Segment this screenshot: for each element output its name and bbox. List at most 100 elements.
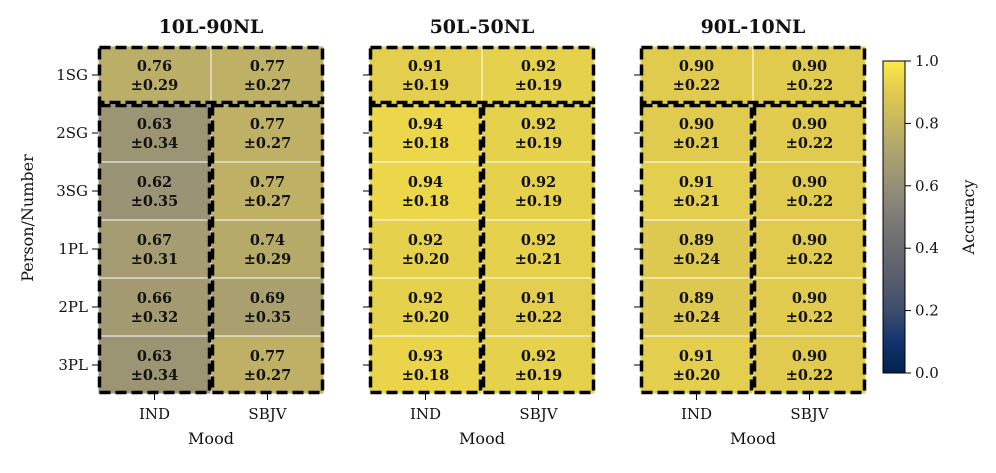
heatmap-cell [368, 219, 483, 279]
heatmap-cell [639, 161, 754, 221]
y-tick-label: 3PL [58, 356, 88, 374]
cell-mean-label: 0.74 [250, 232, 285, 249]
heatmap-cell [752, 103, 867, 163]
cell-std-label: ±0.24 [673, 309, 720, 326]
cell-std-label: ±0.27 [244, 135, 291, 152]
y-tick-label: 2SG [56, 124, 88, 142]
colorbar-gradient [882, 60, 906, 374]
y-tick-label: 1PL [58, 240, 88, 258]
cell-mean-label: 0.90 [792, 116, 827, 133]
heatmap-cell [481, 335, 596, 395]
cell-std-label: ±0.31 [131, 251, 178, 268]
highlight-region [639, 103, 754, 395]
heatmap-cell [97, 277, 212, 337]
x-tick-label: IND [410, 405, 441, 423]
heatmap-panels: 10L-90NL 0.76 ±0.29 0.77 ±0.27 0.63 ±0.34 0.77 ±… [56, 16, 867, 448]
heatmap-panel: 90L-10NL 0.90 ±0.22 0.90 ±0.22 0.90 ±0.21 0.90 ±… [634, 16, 867, 448]
cell-std-label: ±0.22 [786, 309, 833, 326]
x-axis-label: Mood [730, 429, 776, 448]
highlight-region [97, 45, 325, 105]
cell-std-label: ±0.22 [786, 135, 833, 152]
cell-mean-label: 0.66 [137, 290, 172, 307]
panel-title: 90L-10NL [701, 16, 806, 38]
cell-mean-label: 0.77 [250, 58, 285, 75]
heatmap-cell [368, 103, 483, 163]
heatmap-cell [97, 219, 212, 279]
x-axis-label: Mood [188, 429, 234, 448]
heatmap-cell [752, 161, 867, 221]
cell-mean-label: 0.92 [521, 174, 556, 191]
cell-mean-label: 0.90 [792, 348, 827, 365]
x-tick-label: SBJV [519, 405, 558, 423]
heatmap-cell [97, 161, 212, 221]
cell-std-label: ±0.20 [402, 309, 449, 326]
heatmap-cell [752, 45, 867, 105]
cell-mean-label: 0.69 [250, 290, 285, 307]
cell-std-label: ±0.18 [402, 367, 449, 384]
colorbar-tick-label: 0.2 [915, 302, 939, 320]
cell-std-label: ±0.22 [786, 251, 833, 268]
heatmap-cell [210, 45, 325, 105]
cell-mean-label: 0.93 [408, 348, 443, 365]
highlight-region [639, 45, 867, 105]
cell-mean-label: 0.77 [250, 116, 285, 133]
cell-std-label: ±0.24 [673, 251, 720, 268]
x-axis-label: Mood [459, 429, 505, 448]
cell-mean-label: 0.92 [521, 232, 556, 249]
cell-std-label: ±0.21 [673, 135, 720, 152]
cell-std-label: ±0.22 [786, 367, 833, 384]
cell-mean-label: 0.92 [408, 232, 443, 249]
heatmap-cell [639, 219, 754, 279]
colorbar-label: Accuracy [959, 180, 978, 256]
heatmap-cell [368, 45, 483, 105]
heatmap-cell [97, 103, 212, 163]
cell-mean-label: 0.89 [679, 232, 714, 249]
heatmap-cell [481, 277, 596, 337]
highlight-region [368, 103, 483, 395]
cell-std-label: ±0.34 [131, 135, 178, 152]
heatmap-cell [368, 161, 483, 221]
heatmap-cell [752, 277, 867, 337]
x-tick-label: SBJV [790, 405, 829, 423]
cell-mean-label: 0.62 [137, 174, 172, 191]
heatmap-cell [210, 219, 325, 279]
cell-mean-label: 0.89 [679, 290, 714, 307]
heatmap-cell [210, 277, 325, 337]
cell-std-label: ±0.20 [402, 251, 449, 268]
highlight-region [368, 45, 596, 105]
y-tick-label: 1SG [56, 66, 88, 84]
cell-std-label: ±0.21 [673, 193, 720, 210]
cell-mean-label: 0.90 [679, 58, 714, 75]
cell-mean-label: 0.90 [792, 232, 827, 249]
cell-mean-label: 0.92 [521, 348, 556, 365]
heatmap-cell [639, 277, 754, 337]
cell-mean-label: 0.91 [679, 174, 714, 191]
heatmap-panel: 10L-90NL 0.76 ±0.29 0.77 ±0.27 0.63 ±0.34 0.77 ±… [56, 16, 325, 448]
y-axis-label: Person/Number [18, 154, 37, 282]
colorbar-tick-label: 0.8 [915, 114, 939, 132]
cell-mean-label: 0.91 [408, 58, 443, 75]
panel-title: 10L-90NL [159, 16, 264, 38]
highlight-region [752, 103, 867, 395]
cell-std-label: ±0.29 [244, 251, 291, 268]
cell-std-label: ±0.29 [131, 77, 178, 94]
cell-mean-label: 0.91 [679, 348, 714, 365]
cell-std-label: ±0.35 [244, 309, 291, 326]
cell-mean-label: 0.63 [137, 116, 172, 133]
cell-std-label: ±0.27 [244, 193, 291, 210]
cell-mean-label: 0.77 [250, 348, 285, 365]
cell-std-label: ±0.22 [786, 193, 833, 210]
cell-mean-label: 0.94 [408, 116, 443, 133]
cell-std-label: ±0.19 [515, 135, 562, 152]
heatmap-cell [481, 161, 596, 221]
heatmap-cell [368, 277, 483, 337]
cell-std-label: ±0.19 [402, 77, 449, 94]
heatmap-cell [481, 103, 596, 163]
cell-mean-label: 0.91 [521, 290, 556, 307]
heatmap-cell [752, 335, 867, 395]
cell-std-label: ±0.19 [515, 77, 562, 94]
colorbar-tick-label: 0.0 [915, 364, 939, 382]
x-tick-label: IND [681, 405, 712, 423]
heatmap-cell [210, 335, 325, 395]
